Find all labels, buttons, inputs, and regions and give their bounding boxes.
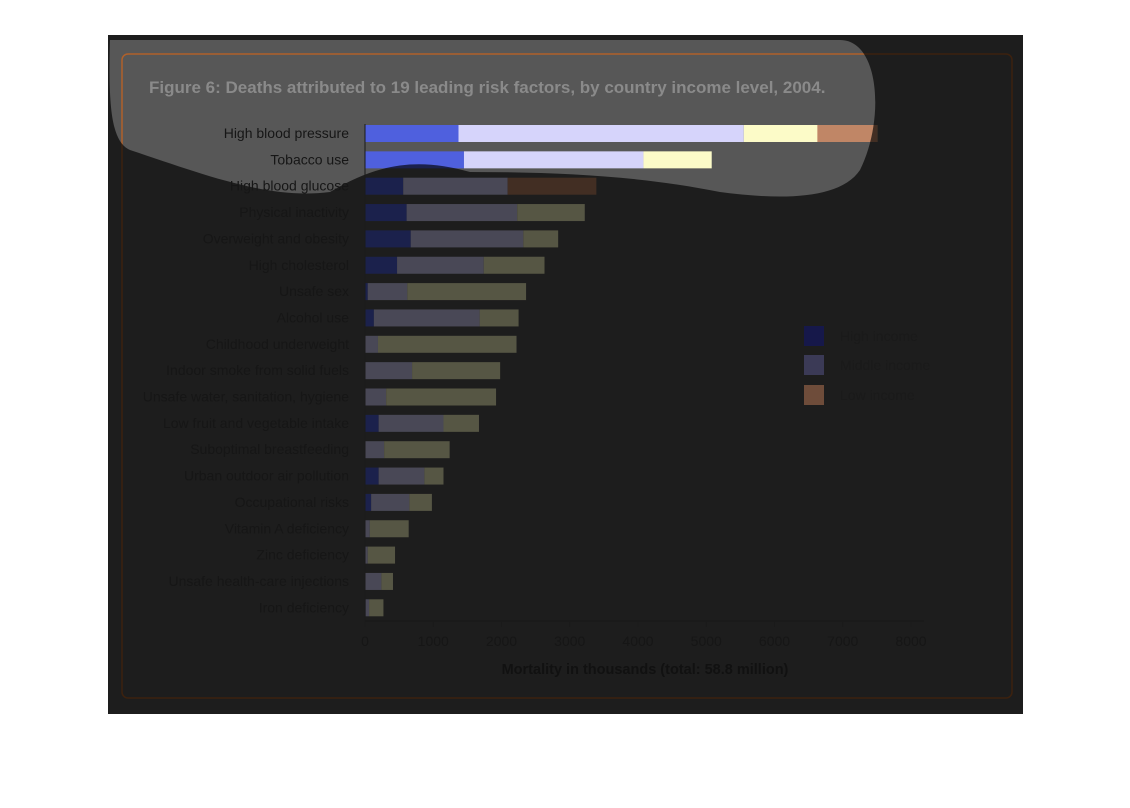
x-tick-label-1000: 1000 — [418, 633, 449, 649]
legend: High income Middle income Low income — [804, 326, 930, 405]
category-label-occupational-risks: Occupational risks — [235, 494, 349, 510]
x-tick-label-3000: 3000 — [554, 633, 585, 649]
category-label-suboptimal-breastfeeding: Suboptimal breastfeeding — [190, 441, 349, 457]
category-label-unsafe-sex: Unsafe sex — [279, 283, 349, 299]
category-label-unsafe-health-care-injections: Unsafe health-care injections — [168, 573, 349, 589]
x-axis-title: Mortality in thousands (total: 58.8 mill… — [502, 662, 789, 678]
category-label-childhood-underweight: Childhood underweight — [206, 336, 349, 352]
x-tick-label-5000: 5000 — [691, 633, 722, 649]
legend-swatch-middle-income — [804, 355, 824, 375]
category-label-vitamin-a-deficiency: Vitamin A deficiency — [225, 520, 349, 536]
x-tick-label-8000: 8000 — [895, 633, 926, 649]
category-label-high-blood-glucose: High blood glucose — [230, 178, 349, 194]
category-label-physical-inactivity: Physical inactivity — [239, 204, 349, 220]
x-ticks: 0 1000 2000 3000 4000 5000 6000 7000 8000 — [361, 621, 927, 649]
legend-label-high-income: High income — [840, 328, 918, 344]
category-label-tobacco-use: Tobacco use — [270, 151, 349, 167]
x-tick-label-6000: 6000 — [759, 633, 790, 649]
category-label-iron-deficiency: Iron deficiency — [259, 599, 349, 615]
category-label-zinc-deficiency: Zinc deficiency — [256, 547, 349, 563]
category-label-high-cholesterol: High cholesterol — [249, 257, 349, 273]
category-label-indoor-smoke-from-solid-fuels: Indoor smoke from solid fuels — [166, 362, 349, 378]
highlight-dim-overlay — [108, 35, 1023, 714]
x-tick-label-7000: 7000 — [827, 633, 858, 649]
category-label-unsafe-water-sanitation-hygiene: Unsafe water, sanitation, hygiene — [143, 389, 349, 405]
category-label-high-blood-pressure: High blood pressure — [224, 125, 350, 141]
legend-label-middle-income: Middle income — [840, 357, 930, 373]
x-tick-label-2000: 2000 — [486, 633, 517, 649]
x-tick-label-0: 0 — [361, 633, 369, 649]
legend-swatch-low-income — [804, 385, 824, 405]
category-label-urban-outdoor-air-pollution: Urban outdoor air pollution — [184, 468, 349, 484]
legend-swatch-high-income — [804, 326, 824, 346]
chart-title: Figure 6: Deaths attributed to 19 leadin… — [149, 78, 825, 97]
category-label-alcohol-use: Alcohol use — [277, 309, 350, 325]
category-label-overweight-and-obesity: Overweight and obesity — [203, 230, 349, 246]
category-labels: High blood pressure Tobacco use High blood… — [143, 125, 349, 615]
legend-label-low-income: Low income — [840, 387, 915, 403]
category-label-low-fruit-and-vegetable-intake: Low fruit and vegetable intake — [163, 415, 349, 431]
x-tick-label-4000: 4000 — [622, 633, 653, 649]
